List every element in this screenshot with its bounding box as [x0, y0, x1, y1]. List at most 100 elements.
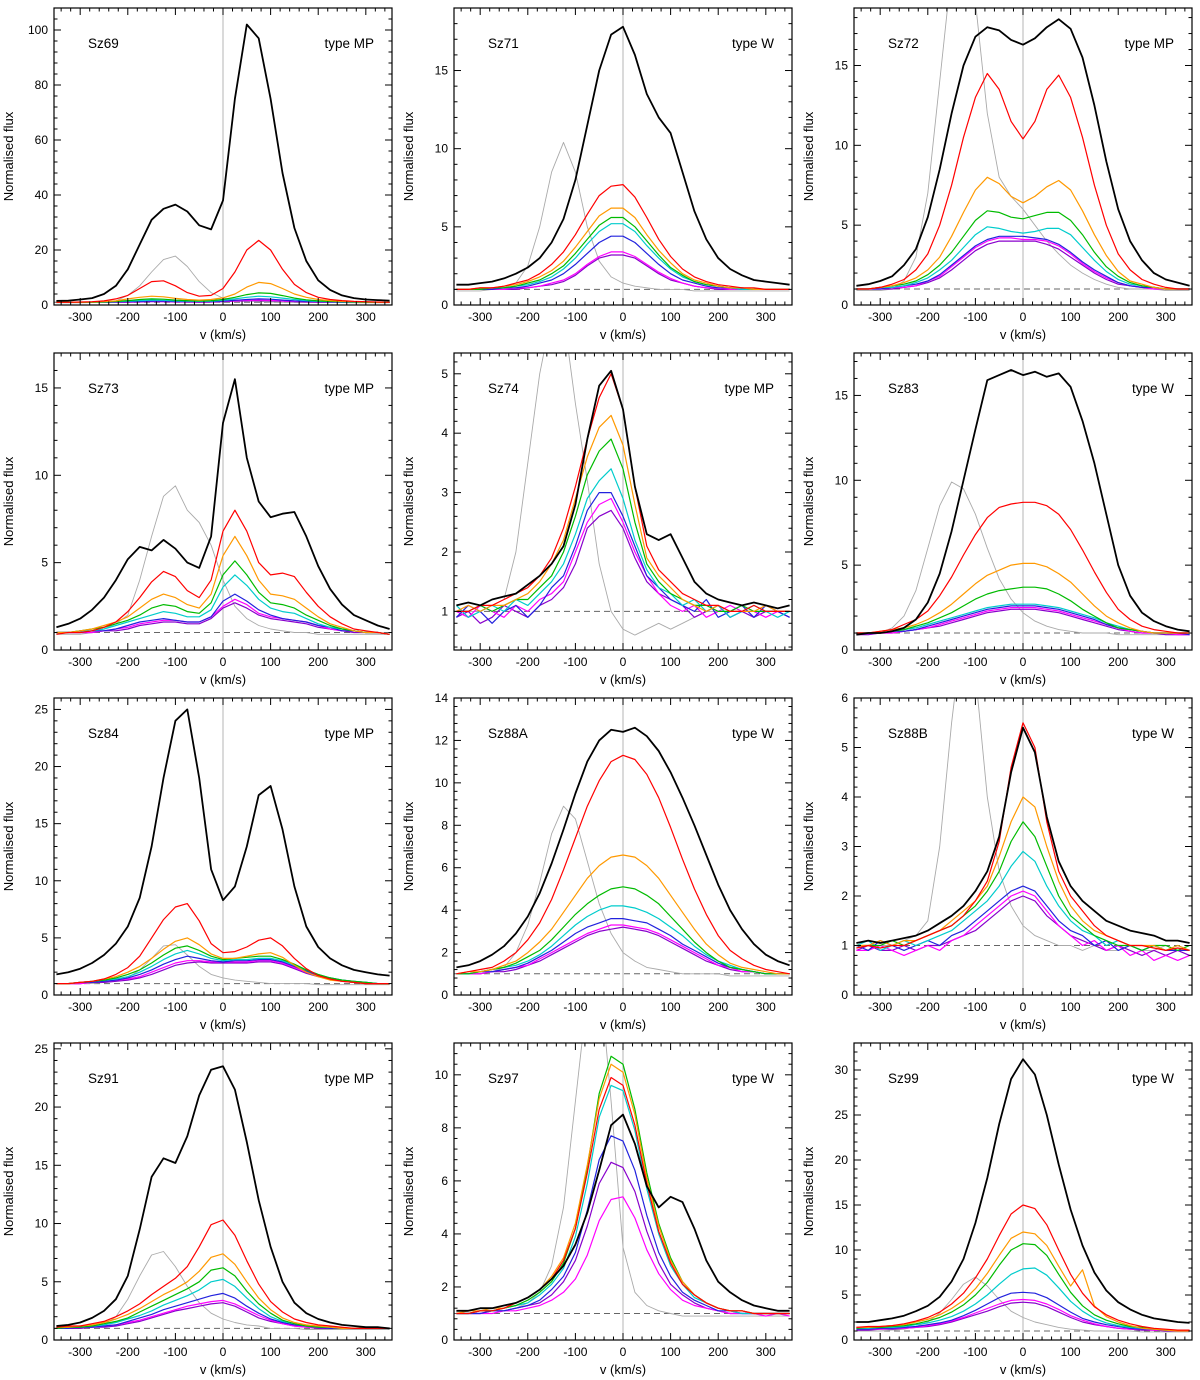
- svg-text:0: 0: [41, 643, 48, 657]
- svg-text:2: 2: [841, 889, 848, 903]
- svg-text:10: 10: [435, 142, 449, 156]
- svg-text:5: 5: [441, 367, 448, 381]
- star-name-label: Sz97: [488, 1071, 519, 1086]
- svg-text:Normalised flux: Normalised flux: [401, 111, 416, 201]
- svg-text:v (km/s): v (km/s): [200, 672, 246, 687]
- profile-type-label: type MP: [324, 726, 374, 741]
- svg-text:200: 200: [308, 1345, 328, 1359]
- svg-text:200: 200: [1108, 310, 1128, 324]
- svg-text:-100: -100: [963, 655, 987, 669]
- svg-text:5: 5: [841, 1288, 848, 1302]
- svg-text:2: 2: [441, 946, 448, 960]
- svg-text:12: 12: [435, 733, 449, 747]
- svg-text:-300: -300: [68, 655, 92, 669]
- svg-text:-200: -200: [516, 1000, 540, 1014]
- svg-text:20: 20: [835, 1153, 849, 1167]
- svg-text:100: 100: [261, 310, 281, 324]
- svg-text:-100: -100: [163, 1345, 187, 1359]
- star-name-label: Sz99: [888, 1071, 919, 1086]
- panel-sz91: -300 -200 -100 0 100 200 300 0 5 10 15 20 25 v (km/s)…: [0, 1035, 400, 1380]
- svg-text:-300: -300: [68, 310, 92, 324]
- svg-text:-200: -200: [116, 1000, 140, 1014]
- svg-text:-200: -200: [516, 655, 540, 669]
- svg-text:5: 5: [41, 556, 48, 570]
- svg-text:0: 0: [1020, 310, 1027, 324]
- svg-text:-100: -100: [963, 310, 987, 324]
- svg-text:-100: -100: [163, 1000, 187, 1014]
- svg-text:Normalised flux: Normalised flux: [401, 1146, 416, 1236]
- panel-sz72: -300 -200 -100 0 100 200 300 0 5 10 15 v (km/s) Norm…: [800, 0, 1200, 345]
- svg-text:15: 15: [435, 64, 449, 78]
- star-name-label: Sz88B: [888, 726, 928, 741]
- svg-text:100: 100: [28, 23, 48, 37]
- svg-text:200: 200: [308, 310, 328, 324]
- svg-text:-300: -300: [468, 655, 492, 669]
- svg-text:-100: -100: [563, 1000, 587, 1014]
- svg-text:300: 300: [1156, 1000, 1176, 1014]
- svg-text:10: 10: [835, 138, 849, 152]
- svg-text:200: 200: [1108, 1000, 1128, 1014]
- svg-text:Normalised flux: Normalised flux: [401, 456, 416, 546]
- svg-text:300: 300: [756, 655, 776, 669]
- profile-type-label: type W: [731, 1071, 774, 1086]
- panel-sz74: -300 -200 -100 0 100 200 300 1 2 3 4 5 v (km/s) Norma…: [400, 345, 800, 690]
- svg-text:Normalised flux: Normalised flux: [1, 456, 16, 546]
- svg-text:-300: -300: [468, 1345, 492, 1359]
- svg-text:0: 0: [841, 298, 848, 312]
- line-profile-plot-sz74: -300 -200 -100 0 100 200 300 1 2 3 4 5 v (km/s) Norma…: [401, 352, 793, 687]
- svg-text:0: 0: [41, 1333, 48, 1347]
- svg-text:-300: -300: [868, 1000, 892, 1014]
- svg-text:-100: -100: [163, 655, 187, 669]
- svg-text:15: 15: [835, 388, 849, 402]
- svg-text:0: 0: [441, 988, 448, 1002]
- panel-sz83: -300 -200 -100 0 100 200 300 0 5 10 15 v (km/s) Norm…: [800, 345, 1200, 690]
- svg-text:v (km/s): v (km/s): [200, 1362, 246, 1377]
- svg-text:200: 200: [308, 1000, 328, 1014]
- svg-text:15: 15: [835, 1198, 849, 1212]
- svg-text:v (km/s): v (km/s): [600, 1362, 646, 1377]
- panel-sz99: -300 -200 -100 0 100 200 300 0 5 10 15 20 25 30 v (km/…: [800, 1035, 1200, 1380]
- svg-text:200: 200: [708, 310, 728, 324]
- svg-text:0: 0: [620, 310, 627, 324]
- star-name-label: Sz73: [88, 381, 119, 396]
- line-profile-plot-sz69: -300 -200 -100 0 100 200 300 0 20 40 60 80 100 v (km/…: [1, 7, 393, 342]
- svg-text:100: 100: [261, 1345, 281, 1359]
- svg-text:200: 200: [708, 655, 728, 669]
- svg-text:2: 2: [441, 1280, 448, 1294]
- svg-text:-100: -100: [963, 1345, 987, 1359]
- svg-text:10: 10: [835, 473, 849, 487]
- svg-text:0: 0: [41, 988, 48, 1002]
- svg-text:15: 15: [35, 817, 49, 831]
- svg-text:0: 0: [1020, 1345, 1027, 1359]
- svg-text:-200: -200: [116, 310, 140, 324]
- star-name-label: Sz72: [888, 36, 919, 51]
- svg-text:200: 200: [708, 1345, 728, 1359]
- svg-text:20: 20: [35, 760, 49, 774]
- svg-text:Normalised flux: Normalised flux: [801, 1146, 816, 1236]
- svg-text:8: 8: [441, 818, 448, 832]
- svg-text:25: 25: [35, 1042, 49, 1056]
- svg-text:0: 0: [1020, 655, 1027, 669]
- svg-text:0: 0: [620, 655, 627, 669]
- svg-text:4: 4: [841, 790, 848, 804]
- svg-text:Normalised flux: Normalised flux: [801, 111, 816, 201]
- star-name-label: Sz83: [888, 381, 919, 396]
- svg-text:4: 4: [441, 426, 448, 440]
- svg-text:300: 300: [356, 310, 376, 324]
- svg-text:0: 0: [620, 1345, 627, 1359]
- svg-text:v (km/s): v (km/s): [600, 327, 646, 342]
- panel-sz97: -300 -200 -100 0 100 200 300 0 2 4 6 8 10 v (km/s) Nor…: [400, 1035, 800, 1380]
- svg-text:200: 200: [1108, 655, 1128, 669]
- svg-text:30: 30: [835, 1063, 849, 1077]
- svg-text:25: 25: [35, 702, 49, 716]
- line-profile-plot-sz91: -300 -200 -100 0 100 200 300 0 5 10 15 20 25 v (km/s)…: [1, 1042, 393, 1377]
- svg-text:80: 80: [35, 78, 49, 92]
- svg-text:300: 300: [1156, 655, 1176, 669]
- profile-type-label: type W: [1131, 381, 1174, 396]
- svg-text:v (km/s): v (km/s): [1000, 1362, 1046, 1377]
- panel-sz88b: -300 -200 -100 0 100 200 300 0 1 2 3 4 5 6 v (km/s) Nor…: [800, 690, 1200, 1035]
- profile-type-label: type MP: [324, 36, 374, 51]
- svg-text:-300: -300: [868, 655, 892, 669]
- line-profile-plot-sz88b: -300 -200 -100 0 100 200 300 0 1 2 3 4 5 6 v (km/s) Nor…: [801, 691, 1193, 1032]
